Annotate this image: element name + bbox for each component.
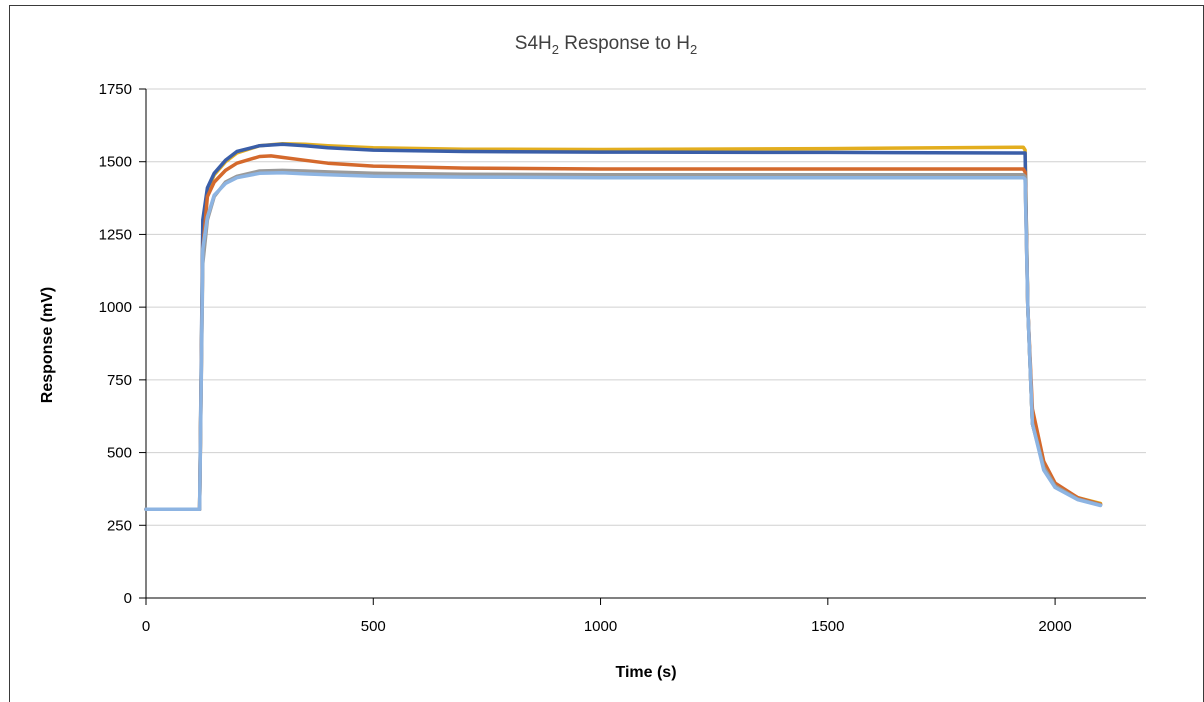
y-tick-labels: 0 250 500 750 1000 1250 1500 1750 xyxy=(99,81,132,607)
x-tick-label: 0 xyxy=(142,618,150,635)
title-base-subscript: 2 xyxy=(552,42,559,57)
axes xyxy=(139,88,1146,605)
y-tick-label: 1000 xyxy=(99,299,132,316)
chart-title: S4H2 Response to H2 xyxy=(515,33,697,57)
title-base: S4H xyxy=(515,33,552,54)
x-tick-label: 1500 xyxy=(811,618,844,635)
series-group xyxy=(144,141,1103,512)
x-tick-labels: 0 500 1000 1500 2000 xyxy=(142,618,1072,635)
y-tick-label: 750 xyxy=(107,372,132,389)
series-line-5 xyxy=(144,171,1103,512)
x-tick-label: 500 xyxy=(361,618,386,635)
x-tick-label: 2000 xyxy=(1038,618,1071,635)
y-tick-label: 500 xyxy=(107,445,132,462)
y-tick-label: 250 xyxy=(107,517,132,534)
series-line-1 xyxy=(144,141,1103,512)
title-end-subscript: 2 xyxy=(690,42,697,57)
y-tick-label: 1750 xyxy=(99,81,132,98)
title-middle: Response to H xyxy=(559,33,690,54)
x-tick-label: 1000 xyxy=(584,618,617,635)
series-line-2 xyxy=(144,142,1103,512)
series-line-3 xyxy=(144,154,1103,512)
series-line-4 xyxy=(144,168,1103,512)
x-axis-title: Time (s) xyxy=(615,664,676,681)
y-tick-label: 1500 xyxy=(99,154,132,171)
y-tick-label: 0 xyxy=(124,590,132,607)
y-axis-title: Response (mV) xyxy=(39,287,56,403)
y-tick-label: 1250 xyxy=(99,226,132,243)
